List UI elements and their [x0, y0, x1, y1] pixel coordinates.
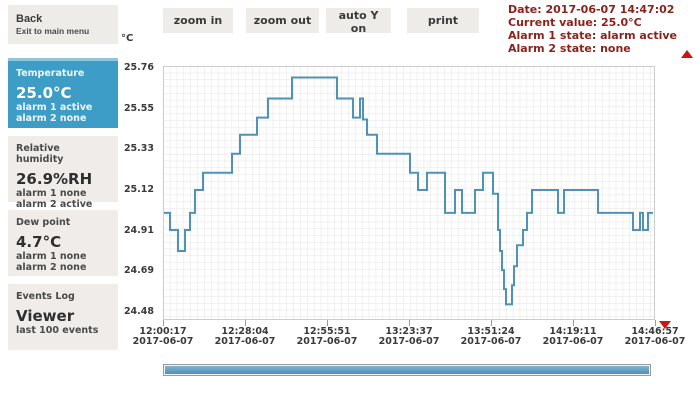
panel-alarm-line: alarm 1 active: [16, 102, 93, 113]
chart-scrollbar-thumb[interactable]: [165, 366, 649, 374]
y-tick-label: 25.55: [123, 102, 154, 114]
x-tick-time: 14:46:57: [631, 326, 679, 337]
panel-value: 26.9%RH: [16, 170, 93, 188]
temperature-series-line: [164, 76, 653, 306]
y-tick-label: 24.48: [123, 306, 154, 317]
x-tick-date: 2017-06-07: [132, 336, 194, 347]
x-tick-label: 13:51:24 2017-06-07: [450, 327, 532, 347]
panel-alarm-line: alarm 2 active: [16, 199, 93, 210]
sidebar-panel-humidity[interactable]: Relative humidity 26.9%RH alarm 1 none alar…: [8, 136, 118, 210]
y-tick-label: 24.91: [123, 224, 154, 236]
y-tick-label: 25.76: [123, 62, 154, 73]
status-date: Date: 2017-06-07 14:47:02: [508, 3, 675, 16]
x-tick-label: 13:23:37 2017-06-07: [368, 327, 450, 347]
x-tick-time: 13:51:24: [467, 326, 515, 337]
toolbar-button-auto-y-on[interactable]: auto Y on: [326, 8, 391, 35]
y-tick-label: 24.69: [123, 265, 154, 277]
panel-label: Temperature: [16, 68, 85, 79]
x-tick-time: 12:55:51: [303, 326, 351, 337]
x-tick-label: 14:19:11 2017-06-07: [532, 327, 614, 347]
back-button[interactable]: Back Exit to main menu: [8, 5, 118, 44]
sidebar-panel-events-log[interactable]: Events Log Viewer last 100 events: [8, 284, 118, 350]
panel-label: Events Log: [16, 291, 75, 302]
y-axis-unit-label: °C: [121, 33, 134, 44]
y-tick-label: 25.33: [123, 143, 154, 155]
temperature-history-chart[interactable]: [163, 64, 657, 328]
panel-alarm-line: last 100 events: [16, 325, 99, 336]
toolbar-button-zoom-out[interactable]: zoom out: [246, 8, 319, 33]
x-tick-date: 2017-06-07: [460, 336, 522, 347]
panel-alarm-line: alarm 2 none: [16, 113, 87, 124]
x-tick-label: 14:46:57 2017-06-07: [614, 327, 696, 347]
sidebar-panel-dewpoint[interactable]: Dew point 4.7°C alarm 1 none alarm 2 none: [8, 210, 118, 276]
alarm-marker-up-icon: [681, 50, 693, 58]
x-tick-time: 13:23:37: [385, 326, 433, 337]
status-alarm1-state: Alarm 1 state: alarm active: [508, 29, 678, 42]
back-button-subtitle: Exit to main menu: [16, 25, 90, 36]
x-tick-label: 12:55:51 2017-06-07: [286, 327, 368, 347]
status-alarm2-state: Alarm 2 state: none: [508, 42, 631, 55]
x-tick-label: 12:00:17 2017-06-07: [122, 327, 204, 347]
panel-label: Relative humidity: [16, 143, 64, 165]
x-tick-time: 14:19:11: [549, 326, 597, 337]
alarm-marker-down-icon: [659, 321, 671, 329]
x-tick-date: 2017-06-07: [624, 336, 686, 347]
x-tick-time: 12:00:17: [139, 326, 187, 337]
panel-value: Viewer: [16, 307, 75, 325]
status-block: Date: 2017-06-07 14:47:02 Current value:…: [508, 3, 677, 55]
panel-label: Dew point: [16, 217, 71, 228]
toolbar-button-zoom-in[interactable]: zoom in: [163, 8, 233, 33]
back-button-title: Back: [16, 12, 43, 25]
x-tick-date: 2017-06-07: [214, 336, 276, 347]
y-tick-label: 25.12: [123, 184, 154, 195]
sidebar-panel-temperature[interactable]: Temperature 25.0°C alarm 1 active alarm 2 n…: [8, 58, 118, 128]
panel-alarm-line: alarm 1 none: [16, 188, 87, 199]
x-tick-time: 12:28:04: [221, 326, 269, 337]
toolbar-button-print[interactable]: print: [407, 8, 479, 33]
chart-scrollbar[interactable]: [163, 364, 651, 376]
status-current-value: Current value: 25.0°C: [508, 16, 642, 29]
x-tick-date: 2017-06-07: [296, 336, 358, 347]
panel-value: 4.7°C: [16, 233, 62, 251]
panel-value: 25.0°C: [16, 84, 72, 102]
panel-alarm-line: alarm 2 none: [16, 262, 87, 273]
x-tick-date: 2017-06-07: [378, 336, 440, 347]
x-tick-date: 2017-06-07: [542, 336, 604, 347]
panel-alarm-line: alarm 1 none: [16, 251, 87, 262]
x-tick-label: 12:28:04 2017-06-07: [204, 327, 286, 347]
